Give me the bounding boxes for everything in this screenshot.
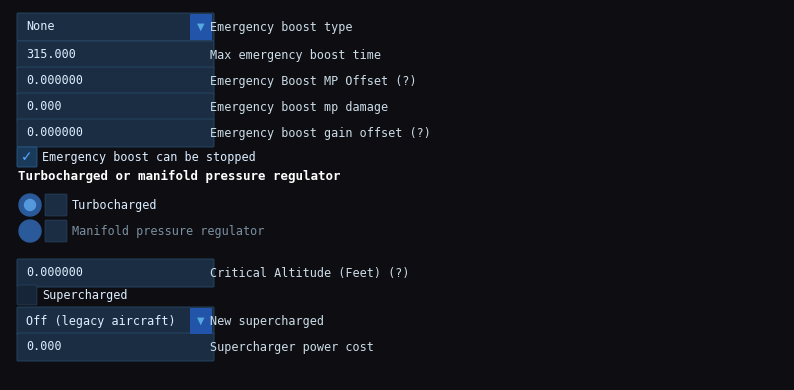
- Text: 0.000000: 0.000000: [26, 74, 83, 87]
- FancyBboxPatch shape: [45, 194, 67, 216]
- Text: 0.000000: 0.000000: [26, 126, 83, 140]
- FancyBboxPatch shape: [190, 14, 212, 40]
- FancyBboxPatch shape: [17, 333, 214, 361]
- FancyBboxPatch shape: [17, 307, 214, 335]
- Text: Turbocharged or manifold pressure regulator: Turbocharged or manifold pressure regula…: [18, 170, 341, 183]
- Text: Turbocharged: Turbocharged: [72, 199, 157, 211]
- Text: Max emergency boost time: Max emergency boost time: [210, 48, 381, 62]
- Text: Emergency boost type: Emergency boost type: [210, 21, 353, 34]
- FancyBboxPatch shape: [17, 67, 214, 95]
- Text: Emergency boost gain offset (?): Emergency boost gain offset (?): [210, 126, 431, 140]
- Text: Supercharger power cost: Supercharger power cost: [210, 340, 374, 353]
- Text: 0.000: 0.000: [26, 101, 62, 113]
- Text: Emergency boost can be stopped: Emergency boost can be stopped: [42, 151, 256, 163]
- Text: ▼: ▼: [197, 316, 205, 326]
- Text: Emergency boost mp damage: Emergency boost mp damage: [210, 101, 388, 113]
- FancyBboxPatch shape: [17, 285, 37, 305]
- Text: New supercharged: New supercharged: [210, 314, 324, 328]
- Text: ▼: ▼: [197, 22, 205, 32]
- FancyBboxPatch shape: [17, 119, 214, 147]
- Text: 0.000000: 0.000000: [26, 266, 83, 280]
- Circle shape: [19, 220, 41, 242]
- Text: None: None: [26, 21, 55, 34]
- Text: 0.000: 0.000: [26, 340, 62, 353]
- Circle shape: [19, 194, 41, 216]
- Text: Off (legacy aircraft): Off (legacy aircraft): [26, 314, 175, 328]
- Circle shape: [25, 200, 36, 211]
- FancyBboxPatch shape: [190, 308, 212, 334]
- FancyBboxPatch shape: [17, 93, 214, 121]
- Text: ✓: ✓: [21, 150, 33, 164]
- Text: Supercharged: Supercharged: [42, 289, 128, 301]
- Text: Emergency Boost MP Offset (?): Emergency Boost MP Offset (?): [210, 74, 417, 87]
- FancyBboxPatch shape: [17, 147, 37, 167]
- Text: Critical Altitude (Feet) (?): Critical Altitude (Feet) (?): [210, 266, 410, 280]
- FancyBboxPatch shape: [17, 41, 214, 69]
- FancyBboxPatch shape: [17, 13, 214, 41]
- Text: 315.000: 315.000: [26, 48, 76, 62]
- FancyBboxPatch shape: [45, 220, 67, 242]
- FancyBboxPatch shape: [17, 259, 214, 287]
- Text: Manifold pressure regulator: Manifold pressure regulator: [72, 225, 264, 238]
